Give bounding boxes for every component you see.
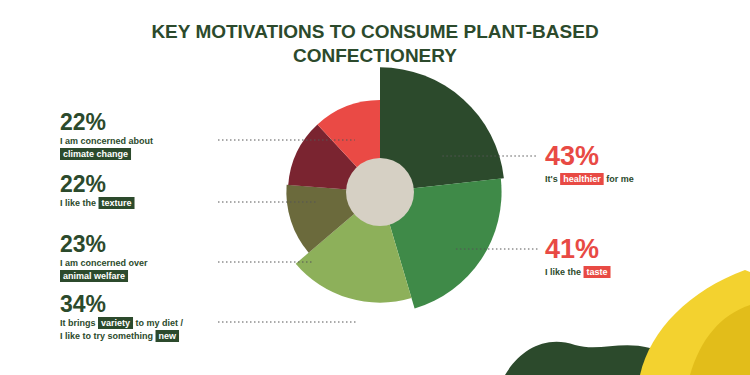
highlight-box	[60, 270, 128, 282]
label-text: It's	[545, 174, 558, 184]
highlight-box	[560, 173, 604, 185]
chart-title: CONFECTIONERY	[293, 45, 457, 66]
label-text: I	[60, 136, 63, 146]
label-text: over	[129, 258, 149, 268]
decor-leaf	[690, 305, 750, 375]
leader-line	[218, 202, 318, 203]
chart-root: KEY MOTIVATIONS TO CONSUME PLANT-BASED CO…	[0, 0, 750, 375]
label-text: I	[60, 331, 63, 341]
label-text: It	[60, 318, 66, 328]
label-text: to	[83, 331, 92, 341]
chart-svg: KEY MOTIVATIONS TO CONSUME PLANT-BASED CO…	[0, 0, 750, 375]
highlight-box	[98, 317, 133, 329]
highlight-box	[99, 197, 135, 209]
leader-line	[218, 322, 356, 323]
data-label: 41%	[545, 234, 599, 264]
pie-hole	[346, 158, 414, 226]
label-text: I	[545, 267, 548, 277]
label-text: like	[65, 198, 80, 208]
highlight-box	[156, 330, 180, 342]
leader-line	[218, 262, 313, 263]
label-text: like	[550, 267, 565, 277]
label-text: diet	[162, 318, 178, 328]
data-label: 43%	[545, 141, 599, 171]
label-highlight: climate change	[63, 149, 128, 159]
label-text: concerned	[81, 136, 127, 146]
label-highlight: taste	[587, 267, 608, 277]
label-text: something	[108, 331, 154, 341]
decor-leaf	[640, 270, 750, 375]
label-highlight: texture	[102, 198, 132, 208]
leader-line	[442, 156, 538, 157]
label-text: /	[181, 318, 184, 328]
label-text: concerned	[81, 258, 127, 268]
label-text: the	[568, 267, 582, 277]
label-text: try	[94, 331, 106, 341]
data-label: 22%	[60, 109, 106, 135]
label-highlight: animal welfare	[63, 271, 125, 281]
label-text: about	[129, 136, 154, 146]
data-label: 22%	[60, 171, 106, 197]
highlight-box	[60, 148, 131, 160]
leader-line	[218, 140, 355, 141]
label-text: am	[65, 258, 78, 268]
label-text: like	[65, 331, 80, 341]
leader-line	[456, 249, 538, 250]
data-label: 23%	[60, 231, 106, 257]
data-label: 34%	[60, 291, 106, 317]
label-highlight: new	[159, 331, 178, 341]
label-text: am	[65, 136, 78, 146]
label-text: I	[60, 198, 63, 208]
highlight-box	[584, 266, 611, 278]
label-text: I	[60, 258, 63, 268]
label-text: the	[83, 198, 97, 208]
label-highlight: variety	[101, 318, 130, 328]
pie	[286, 67, 504, 308]
label-text: my	[147, 318, 160, 328]
label-highlight: healthier	[563, 174, 601, 184]
label-text: to	[136, 318, 145, 328]
label-text: brings	[68, 318, 96, 328]
chart-title: KEY MOTIVATIONS TO CONSUME PLANT-BASED	[151, 21, 598, 42]
label-text: me	[621, 174, 634, 184]
label-text: for	[606, 174, 618, 184]
